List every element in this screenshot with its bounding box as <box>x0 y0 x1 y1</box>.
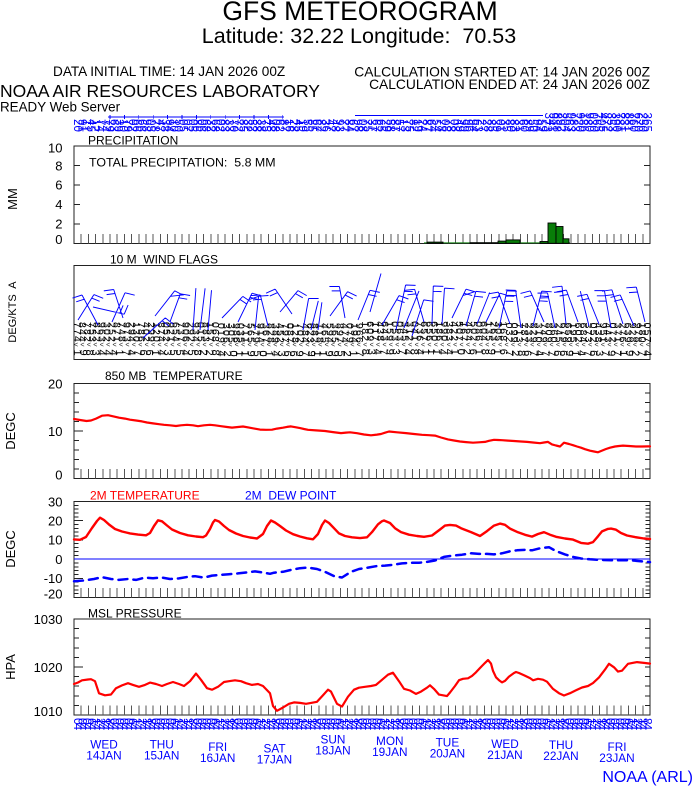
svg-text:1020: 1020 <box>34 660 63 675</box>
svg-text:03390757938347017468145384019: 03390757938347017468145384019 <box>215 323 365 329</box>
svg-text:HPA: HPA <box>3 654 18 680</box>
svg-text:PRECIPITATION: PRECIPITATION <box>88 133 178 147</box>
svg-text:6: 6 <box>55 178 62 193</box>
svg-text:1030: 1030 <box>34 612 63 627</box>
svg-text:MON: MON <box>376 734 404 748</box>
svg-text:8: 8 <box>55 158 62 173</box>
svg-text:0: 0 <box>55 552 62 567</box>
svg-text:10083167162859820828169697796: 10083167162859820828169697796 <box>215 330 365 336</box>
svg-text:834793748411144102618916: 834793748411144102618916 <box>359 349 509 355</box>
svg-text:420119501436697911995217: 420119501436697911995217 <box>215 351 365 357</box>
svg-text:0: 0 <box>55 232 62 247</box>
svg-text:16146100330766619345145061231: 16146100330766619345145061231 <box>359 321 509 327</box>
svg-text:850 MB TEMPERATURE: 850 MB TEMPERATURE <box>105 369 243 383</box>
svg-text:011524493909266858784005756682: 0115244939092668587840057566828233025228… <box>71 126 653 133</box>
svg-text:MSL PRESSURE: MSL PRESSURE <box>88 607 182 621</box>
svg-text:DATA INITIAL TIME: 14 JAN 2026: DATA INITIAL TIME: 14 JAN 2026 00Z <box>53 64 285 79</box>
svg-text:10 M WIND FLAGS: 10 M WIND FLAGS <box>110 253 218 267</box>
svg-text:15JAN: 15JAN <box>144 749 179 763</box>
svg-text:FRI: FRI <box>208 740 227 754</box>
svg-text:74852605747938092752530931856: 74852605747938092752530931856 <box>71 329 221 335</box>
svg-text:Latitude: 32.22 Longitude: 70: Latitude: 32.22 Longitude: 70.53 <box>202 24 516 48</box>
svg-text:291417776317066907439150008063: 2914177763170669074391500080636083778353… <box>71 119 653 126</box>
svg-text:96565159478927782432854574946: 96565159478927782432854574946 <box>215 337 365 343</box>
svg-text:21JAN: 21JAN <box>487 748 522 762</box>
svg-text:-10: -10 <box>44 571 63 586</box>
svg-text:NOAA (ARL): NOAA (ARL) <box>602 769 693 786</box>
svg-text:44232322183406290421476245378: 44232322183406290421476245378 <box>71 336 221 342</box>
svg-text:DEGC: DEGC <box>3 412 18 450</box>
svg-text:16JAN: 16JAN <box>200 751 235 765</box>
svg-text:23JAN: 23JAN <box>599 751 634 765</box>
svg-text:198344417476614355458228: 198344417476614355458228 <box>71 350 221 356</box>
svg-text:17JAN: 17JAN <box>257 753 292 767</box>
svg-text:14JAN: 14JAN <box>86 749 121 763</box>
svg-text:SUN: SUN <box>321 732 346 746</box>
svg-text:10: 10 <box>48 140 62 155</box>
svg-text:SAT: SAT <box>263 741 285 755</box>
svg-text:29783933521676060327742645358: 29783933521676060327742645358 <box>359 335 509 341</box>
svg-text:CALCULATION STARTED AT: 14 JAN: CALCULATION STARTED AT: 14 JAN 2026 00Z <box>354 65 650 80</box>
svg-text:FRI: FRI <box>607 740 626 754</box>
svg-text:39825979190748337887623: 39825979190748337887623 <box>542 113 653 120</box>
svg-text:READY Web Server: READY Web Server <box>0 100 121 115</box>
svg-text:-20: -20 <box>44 586 63 601</box>
svg-text:CALCULATION ENDED AT: 24 JAN 2: CALCULATION ENDED AT: 24 JAN 2026 00Z <box>369 77 650 92</box>
svg-text:TOTAL PRECIPITATION: 5.8 MM: TOTAL PRECIPITATION: 5.8 MM <box>89 155 276 169</box>
svg-text:THU: THU <box>150 737 174 751</box>
svg-text:MM: MM <box>5 188 20 210</box>
svg-text:20: 20 <box>48 377 62 392</box>
svg-text:20: 20 <box>48 514 62 529</box>
svg-text:29373909905995243281321698807: 29373909905995243281321698807 <box>503 337 653 343</box>
svg-text:NOAA AIR RESOURCES LABORATORY: NOAA AIR RESOURCES LABORATORY <box>0 81 320 101</box>
svg-text:18JAN: 18JAN <box>315 744 350 758</box>
svg-text:THU: THU <box>549 738 573 752</box>
svg-text:728674776691476379719274: 728674776691476379719274 <box>503 350 653 356</box>
svg-text:80134556414355589820660803606: 80134556414355589820660803606 <box>359 328 509 334</box>
svg-text:00772837832661663049403269910: 00772837832661663049403269910 <box>503 323 653 329</box>
svg-text:000612180000612180000612180000: 0006121800006121800006121800006121800006… <box>71 718 654 725</box>
svg-text:30: 30 <box>48 495 62 510</box>
svg-text:10: 10 <box>48 424 62 439</box>
svg-text:39183214064759087535477732785: 39183214064759087535477732785 <box>503 330 653 336</box>
svg-text:1010: 1010 <box>34 704 63 719</box>
svg-text:2M DEW POINT: 2M DEW POINT <box>245 489 337 503</box>
svg-text:19JAN: 19JAN <box>372 745 407 759</box>
svg-text:78778932879217421809679290810: 78778932879217421809679290810 <box>71 322 221 328</box>
svg-text:2: 2 <box>55 217 62 232</box>
svg-text:2M TEMPERATURE: 2M TEMPERATURE <box>90 489 200 503</box>
svg-text:DEG/KTS A: DEG/KTS A <box>7 281 19 343</box>
svg-text:4: 4 <box>55 197 62 212</box>
svg-text:20JAN: 20JAN <box>430 747 465 761</box>
svg-text:WED: WED <box>491 737 519 751</box>
svg-text:TUE: TUE <box>436 735 460 749</box>
svg-text:22JAN: 22JAN <box>543 749 578 763</box>
svg-text:10: 10 <box>48 533 62 548</box>
svg-text:DEGC: DEGC <box>3 530 18 568</box>
svg-text:GFS METEOROGRAM: GFS METEOROGRAM <box>222 0 497 26</box>
svg-text:WED: WED <box>90 737 118 751</box>
svg-text:444444444444444444444444444444: 4444444444444444444444444444444444444444… <box>71 724 654 731</box>
svg-text:0: 0 <box>55 467 62 482</box>
